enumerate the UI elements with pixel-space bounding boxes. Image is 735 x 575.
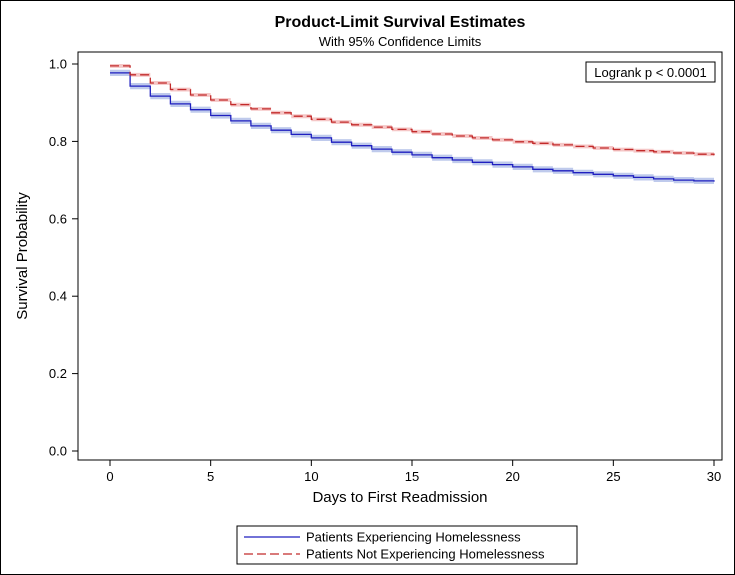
x-tick-label: 25 <box>606 469 620 484</box>
x-tick-label: 0 <box>106 469 113 484</box>
x-axis: 0 5 10 15 20 25 30 <box>106 460 721 484</box>
y-axis-label: Survival Probability <box>14 192 31 320</box>
x-tick-label: 5 <box>207 469 214 484</box>
logrank-box <box>585 61 716 83</box>
ci-band-series-1 <box>110 69 714 185</box>
y-tick-label: 0.2 <box>49 366 67 381</box>
x-tick-label: 15 <box>405 469 419 484</box>
y-tick-label: 0.8 <box>49 134 67 149</box>
legend <box>236 525 578 565</box>
y-tick-label: 0.6 <box>49 211 67 226</box>
y-tick-label: 0.0 <box>49 444 67 459</box>
x-axis-label: Days to First Readmission <box>312 489 487 506</box>
survival-curve-series-2 <box>110 65 715 156</box>
legend-items: Patients Experiencing Homelessness Patien… <box>244 530 545 562</box>
x-tick-label: 20 <box>505 469 519 484</box>
logrank-annotation: Logrank p < 0.0001 <box>594 65 706 80</box>
x-tick-label: 30 <box>707 469 721 484</box>
legend-label-series-1: Patients Experiencing Homelessness <box>306 530 521 545</box>
y-tick-label: 0.4 <box>49 289 67 304</box>
survival-curve-series-1 <box>110 72 715 182</box>
plot-frame <box>77 51 723 461</box>
chart-subtitle: With 95% Confidence Limits <box>319 34 482 49</box>
x-tick-label: 10 <box>304 469 318 484</box>
legend-label-series-2: Patients Not Experiencing Homelessness <box>306 547 545 562</box>
y-axis: 0.0 0.2 0.4 0.6 0.8 1.0 <box>49 57 78 459</box>
y-tick-label: 1.0 <box>49 57 67 72</box>
chart-title: Product-Limit Survival Estimates <box>275 14 526 31</box>
survival-curves <box>110 65 715 182</box>
